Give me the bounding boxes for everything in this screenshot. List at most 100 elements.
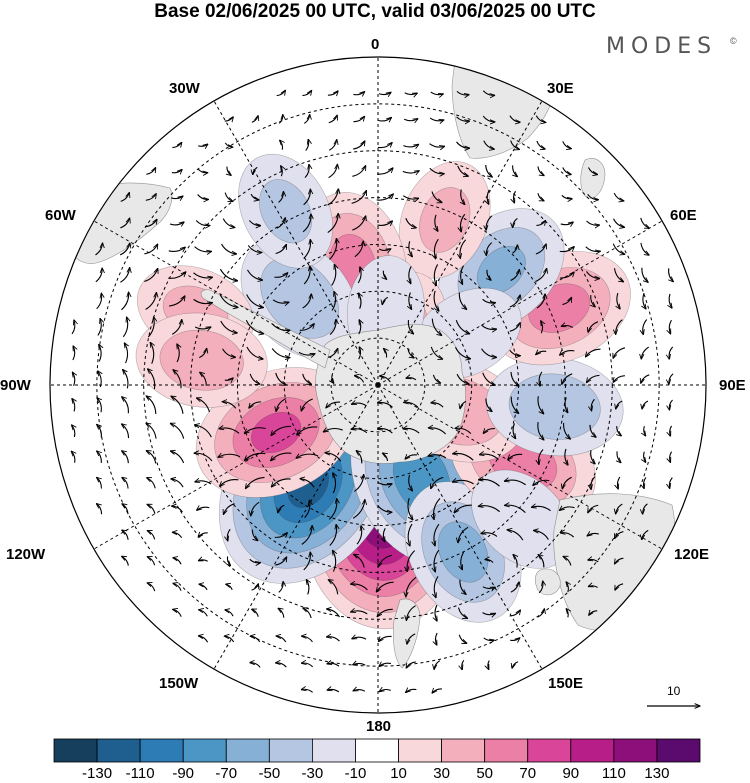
wind-vector — [587, 193, 599, 199]
wind-vector — [352, 637, 367, 640]
wind-vector — [481, 533, 498, 537]
wind-vector — [219, 268, 237, 281]
wind-vector — [378, 554, 393, 567]
wind-vector — [536, 351, 547, 354]
wind-vector — [377, 143, 392, 149]
wind-vector — [561, 194, 572, 199]
wind-vector — [327, 609, 340, 618]
australia-south — [553, 493, 676, 631]
wind-vector — [170, 423, 185, 439]
wind-vector — [537, 166, 544, 175]
wind-vector — [271, 348, 290, 357]
wind-vector — [95, 268, 102, 283]
wind-vector — [565, 448, 568, 465]
wind-vector — [301, 689, 314, 693]
wind-vector — [122, 317, 127, 338]
wind-vector — [613, 218, 625, 228]
wind-vector — [122, 397, 129, 414]
meridian-line — [377, 215, 671, 386]
wind-vector — [669, 373, 674, 385]
wind-vector — [459, 579, 466, 595]
wind-vector — [407, 319, 413, 334]
wind-vector — [559, 272, 574, 279]
colorbar-tick-label: -50 — [258, 765, 281, 782]
wind-vector — [538, 555, 545, 568]
wind-vector — [429, 167, 444, 173]
wind-vector — [353, 141, 365, 150]
wind-vectors — [71, 90, 673, 693]
wind-vector — [280, 140, 283, 150]
wind-vector — [222, 218, 235, 228]
colorbar-tick-label: 70 — [519, 765, 537, 782]
wind-vector — [461, 265, 464, 285]
wind-vector — [146, 396, 157, 415]
wind-vector — [643, 503, 648, 514]
antarctic-peninsula — [200, 289, 331, 369]
wind-vector — [615, 530, 624, 539]
wind-vector — [404, 402, 419, 408]
wind-vector — [640, 242, 649, 255]
wind-vector — [218, 454, 241, 457]
wind-vector — [460, 400, 467, 408]
colorbar-tick-label: -90 — [172, 765, 195, 782]
wind-vector — [407, 550, 416, 572]
wind-vector — [591, 294, 596, 307]
wind-vector — [251, 584, 259, 591]
graticule — [50, 57, 706, 713]
tasmania — [534, 568, 561, 596]
wind-vector — [224, 636, 235, 643]
anomaly-center — [398, 161, 491, 279]
wind-vector — [537, 422, 544, 440]
wind-vector — [353, 92, 364, 95]
wind-vector — [219, 294, 238, 308]
wind-vector — [328, 348, 337, 359]
wind-vector — [560, 351, 575, 356]
wind-vector — [456, 373, 469, 384]
wind-vector — [246, 346, 263, 359]
wind-vector — [433, 290, 439, 311]
wind-vector — [407, 497, 413, 520]
wind-vector — [377, 402, 393, 408]
wind-vector — [331, 265, 336, 286]
colorbar-tick-label: -30 — [301, 765, 324, 782]
wind-vector — [429, 143, 445, 147]
lon-label-150w: 150W — [159, 675, 199, 692]
wind-vector — [378, 249, 391, 251]
wind-vector — [123, 370, 129, 389]
wind-vector — [561, 326, 574, 329]
wind-vector — [379, 689, 391, 691]
wind-vector — [303, 189, 311, 206]
wind-vector — [274, 273, 287, 277]
wind-vector — [333, 473, 336, 494]
wind-vector — [380, 376, 391, 383]
wind-vector — [669, 293, 672, 308]
wind-vector — [356, 526, 362, 545]
wind-vector — [434, 660, 441, 670]
wind-vector — [198, 533, 208, 537]
wind-vector — [382, 296, 388, 304]
wind-vector — [250, 663, 261, 668]
wind-vector — [409, 266, 412, 283]
wind-vector — [643, 319, 648, 335]
colorbar-tick-label: 110 — [601, 765, 626, 782]
wind-vector — [328, 164, 338, 179]
wind-vector — [122, 504, 129, 515]
wind-vector — [510, 269, 520, 282]
wind-vector — [536, 294, 545, 309]
wind-vector — [352, 216, 365, 231]
wind-vector — [96, 293, 102, 310]
wind-vector — [535, 268, 546, 283]
wind-vector — [588, 321, 599, 333]
wind-vector — [435, 214, 438, 231]
colorbar-tick-label: 90 — [562, 765, 580, 782]
wind-vector — [430, 346, 442, 359]
wind-vector — [407, 633, 416, 644]
wind-vector — [173, 558, 182, 565]
wind-vector — [120, 193, 130, 202]
wind-vector — [613, 268, 624, 282]
wind-vector — [560, 533, 575, 538]
wind-vector — [509, 610, 521, 617]
wind-vector — [510, 582, 519, 593]
wind-vector — [224, 378, 233, 380]
